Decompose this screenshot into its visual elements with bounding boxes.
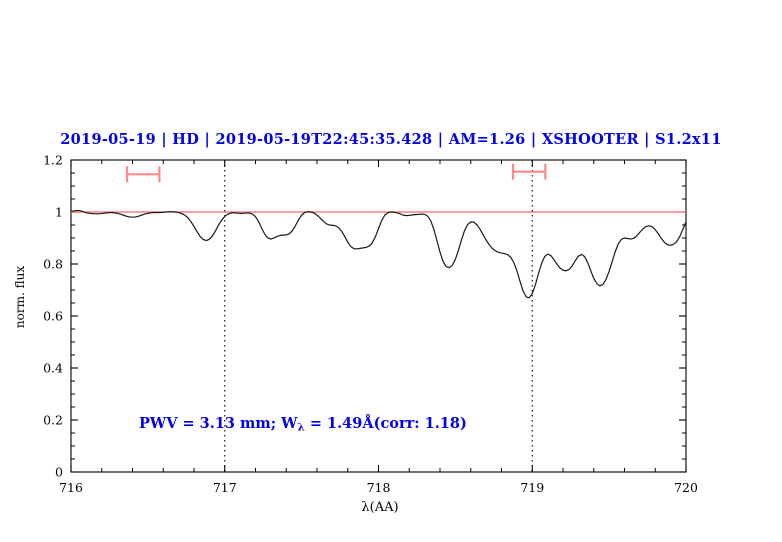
page-title: 2019-05-19 | HD | 2019-05-19T22:45:35.42… xyxy=(60,131,722,148)
y-tick-label: 1 xyxy=(55,204,63,220)
annotation-suffix: = 1.49Å(corr: 1.18) xyxy=(304,415,467,432)
x-tick-label: 716 xyxy=(59,480,83,495)
x-tick-label: 718 xyxy=(366,480,391,495)
y-tick-label: 1.2 xyxy=(43,152,63,168)
x-tick-label: 717 xyxy=(212,480,237,495)
range-bracket-1 xyxy=(511,163,547,180)
x-tick-label: 720 xyxy=(674,480,698,495)
y-tick-label: 0.6 xyxy=(43,308,63,324)
spectrum-trace-0 xyxy=(70,209,687,299)
x-axis-label: λ(AA) xyxy=(361,500,399,515)
range-bracket-group xyxy=(126,163,547,183)
x-tick-label: 719 xyxy=(520,480,545,495)
annotation-subscript: λ xyxy=(297,421,305,434)
y-tick-label: 0 xyxy=(55,464,63,480)
spectrum-trace-group xyxy=(70,209,687,299)
vertical-marker-group xyxy=(224,160,533,472)
y-tick-label: 0.2 xyxy=(43,412,63,428)
annotation-prefix: PWV = 3.13 mm; W xyxy=(139,415,298,432)
y-tick-label: 0.4 xyxy=(43,360,63,376)
range-bracket-0 xyxy=(126,166,161,183)
y-tick-label: 0.8 xyxy=(43,256,63,272)
measurement-annotation: PWV = 3.13 mm; Wλ = 1.49Å(corr: 1.18) xyxy=(139,415,467,433)
